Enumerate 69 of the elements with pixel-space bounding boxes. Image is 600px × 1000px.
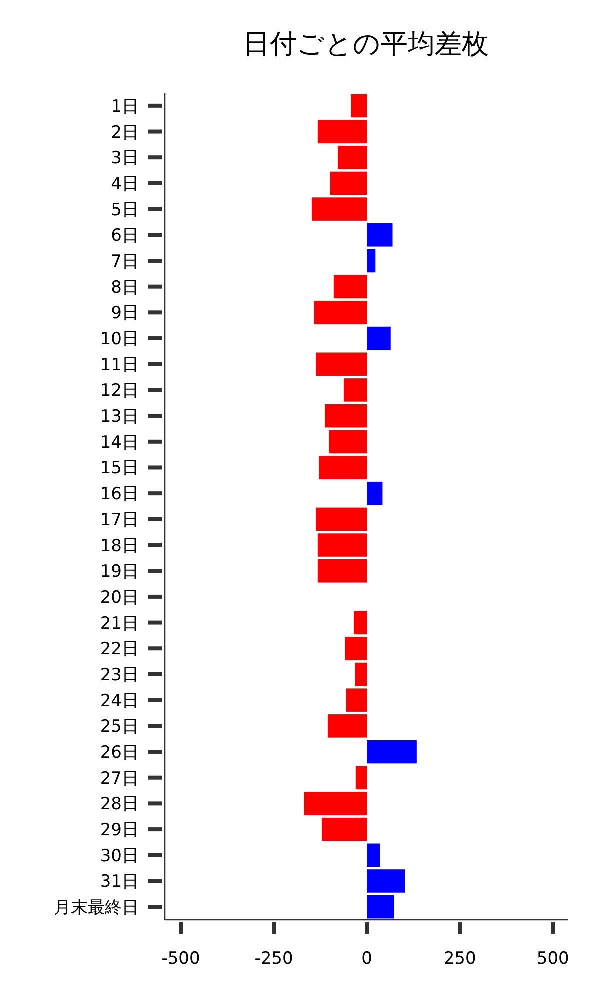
y-tick-label: 27日 [100,768,139,789]
bar [314,301,368,324]
bar [318,120,368,144]
y-tick-label: 8日 [111,278,139,298]
bar [355,662,368,686]
bar [367,482,383,506]
y-tick-label: 7日 [111,252,139,272]
bar [367,740,417,764]
bar [334,275,368,298]
y-tick-label: 1日 [111,96,139,117]
bar [316,508,368,532]
bar [329,430,368,454]
y-tick-label: 10日 [100,330,139,350]
y-tick-label: 2日 [111,122,139,143]
y-tick-label: 31日 [100,872,139,892]
x-tick-label: -250 [254,949,294,969]
x-tick-label: -500 [162,949,200,969]
bar [367,870,406,893]
y-tick-label: 19日 [100,562,139,582]
y-tick-label: 5日 [111,200,139,220]
bar [346,688,368,712]
bar [328,714,368,738]
bar [367,895,394,919]
y-tick-label: 月末最終日 [54,898,139,918]
y-tick-label: 14日 [100,432,139,453]
y-tick-label: 21日 [100,614,139,634]
x-tick-label: 500 [536,949,570,969]
bar [367,326,391,350]
y-tick-label: 20日 [100,588,139,608]
y-tick-label: 3日 [111,148,139,169]
y-tick-label: 16日 [100,484,139,505]
y-tick-label: 22日 [100,640,139,660]
y-tick-label: 17日 [100,510,139,530]
bar [367,224,393,247]
y-tick-label: 6日 [111,226,139,246]
bar [318,559,368,583]
y-tick-label: 26日 [100,743,139,764]
y-tick-label: 12日 [100,381,139,402]
y-tick-label: 18日 [100,536,139,556]
bar [319,456,368,480]
bar [344,378,368,402]
x-tick-label: 250 [444,949,476,969]
y-tick-label: 24日 [100,691,139,712]
y-tick-label: 23日 [100,665,139,686]
bar [367,249,376,273]
bar [356,766,368,790]
bar [345,637,368,660]
chart-title: 日付ごとの平均差枚 [243,29,489,60]
bar [354,611,368,634]
bar [316,352,368,376]
bar [322,818,368,842]
bar [312,198,368,221]
y-tick-label: 28日 [100,794,139,815]
y-tick-label: 13日 [100,407,139,428]
y-tick-label: 29日 [100,820,139,841]
y-tick-label: 9日 [111,304,139,324]
bar [330,172,368,196]
bar [318,534,368,557]
y-tick-label: 15日 [100,458,139,479]
y-tick-label: 25日 [100,717,139,738]
bar [304,792,368,816]
bar [338,146,368,170]
y-tick-label: 4日 [111,174,139,194]
x-tick-label: 0 [362,949,372,969]
y-tick-label: 11日 [100,355,139,376]
y-tick-label: 30日 [100,846,139,866]
bar [351,94,368,118]
bar [367,844,380,868]
bar [325,404,368,428]
